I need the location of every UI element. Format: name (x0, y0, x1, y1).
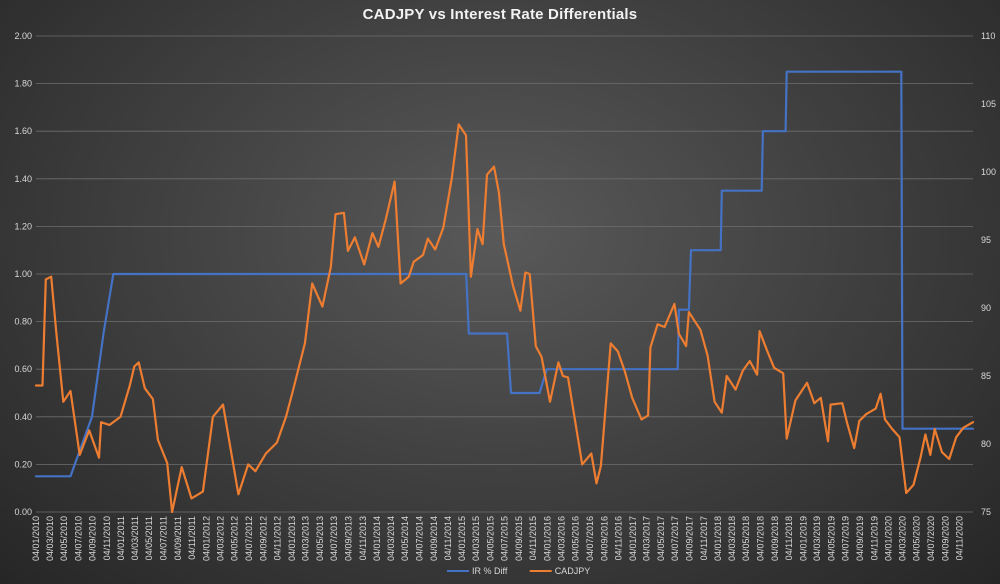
y-left-tick-label: 2.00 (14, 31, 32, 41)
x-tick-label: 04/03/2012 (215, 516, 225, 561)
y-left-tick-label: 0.40 (14, 412, 32, 422)
x-tick-label: 04/09/2014 (429, 516, 439, 561)
y-right-tick-label: 105 (981, 99, 996, 109)
x-tick-label: 04/05/2015 (485, 516, 495, 561)
x-tick-label: 04/01/2018 (713, 516, 723, 561)
x-tick-label: 04/01/2011 (116, 516, 126, 560)
y-left-tick-label: 0.20 (14, 459, 32, 469)
y-left-tick-label: 1.80 (14, 79, 32, 89)
x-tick-label: 04/01/2013 (287, 516, 297, 561)
x-tick-label: 04/09/2019 (855, 516, 865, 561)
x-tick-label: 04/11/2016 (614, 516, 624, 560)
x-tick-label: 04/09/2012 (258, 516, 268, 561)
x-tick-label: 04/07/2017 (670, 516, 680, 561)
x-tick-label: 04/03/2015 (471, 516, 481, 561)
x-tick-label: 04/01/2016 (542, 516, 552, 561)
x-tick-label: 04/07/2015 (500, 516, 510, 561)
x-tick-label: 04/03/2013 (301, 516, 311, 561)
x-tick-label: 04/11/2012 (273, 516, 283, 560)
x-tick-label: 04/01/2010 (31, 516, 41, 561)
y-left-tick-label: 1.20 (14, 221, 32, 231)
legend-label-ir-diff: IR % Diff (472, 566, 508, 576)
x-tick-label: 04/05/2017 (656, 516, 666, 561)
y-left-tick-label: 0.00 (14, 507, 32, 517)
x-tick-label: 04/09/2016 (599, 516, 609, 561)
x-tick-label: 04/01/2014 (372, 516, 382, 561)
y-left-tick-label: 1.60 (14, 126, 32, 136)
x-tick-label: 04/07/2014 (414, 516, 424, 561)
x-tick-label: 04/07/2013 (329, 516, 339, 561)
x-tick-label: 04/11/2011 (187, 516, 197, 560)
x-tick-label: 04/05/2018 (741, 516, 751, 561)
x-tick-label: 04/03/2017 (642, 516, 652, 561)
x-tick-label: 04/09/2017 (685, 516, 695, 561)
series-line-ir-diff (34, 70, 975, 478)
y-left-tick-label: 1.00 (14, 269, 32, 279)
x-tick-label: 04/11/2015 (528, 516, 538, 560)
x-tick-label: 04/05/2016 (571, 516, 581, 561)
series-line-cadjpy (34, 123, 975, 514)
x-tick-label: 04/03/2016 (556, 516, 566, 561)
x-tick-label: 04/09/2010 (88, 516, 98, 561)
x-tick-label: 04/11/2020 (955, 516, 965, 560)
y-right-tick-label: 75 (981, 507, 991, 517)
x-tick-label: 04/07/2018 (755, 516, 765, 561)
x-tick-label: 04/11/2010 (102, 516, 112, 560)
x-tick-label: 04/11/2019 (869, 516, 879, 560)
legend-label-cadjpy: CADJPY (555, 566, 591, 576)
x-tick-label: 04/01/2012 (201, 516, 211, 561)
x-tick-label: 04/07/2020 (926, 516, 936, 561)
x-tick-label: 04/01/2019 (798, 516, 808, 561)
x-tick-label: 04/09/2018 (770, 516, 780, 561)
x-tick-label: 04/11/2017 (699, 516, 709, 560)
x-tick-label: 04/07/2016 (585, 516, 595, 561)
x-tick-label: 04/09/2013 (344, 516, 354, 561)
y-left-tick-label: 1.40 (14, 174, 32, 184)
x-tick-label: 04/03/2010 (45, 516, 55, 561)
x-tick-label: 04/09/2015 (514, 516, 524, 561)
y-left-tick-label: 0.60 (14, 364, 32, 374)
x-tick-label: 04/03/2019 (812, 516, 822, 561)
x-tick-label: 04/05/2014 (400, 516, 410, 561)
x-tick-label: 04/01/2017 (628, 516, 638, 561)
y-right-tick-label: 85 (981, 371, 991, 381)
x-tick-label: 04/03/2020 (898, 516, 908, 561)
y-right-tick-label: 95 (981, 235, 991, 245)
x-tick-label: 04/01/2020 (883, 516, 893, 561)
x-tick-label: 04/07/2012 (244, 516, 254, 561)
x-tick-label: 04/11/2013 (358, 516, 368, 560)
x-tick-label: 04/03/2018 (727, 516, 737, 561)
x-tick-label: 04/01/2015 (457, 516, 467, 561)
x-tick-label: 04/07/2011 (158, 516, 168, 560)
x-tick-label: 04/07/2019 (841, 516, 851, 561)
x-tick-label: 04/11/2014 (443, 516, 453, 560)
x-tick-label: 04/09/2020 (940, 516, 950, 561)
x-tick-label: 04/05/2013 (315, 516, 325, 561)
x-tick-label: 04/11/2018 (784, 516, 794, 560)
x-tick-label: 04/07/2010 (73, 516, 83, 561)
y-right-tick-label: 80 (981, 439, 991, 449)
x-tick-label: 04/09/2011 (173, 516, 183, 560)
x-tick-label: 04/05/2011 (144, 516, 154, 560)
y-right-tick-label: 110 (981, 31, 995, 41)
x-tick-label: 04/05/2019 (826, 516, 836, 561)
y-right-tick-label: 90 (981, 303, 991, 313)
x-tick-label: 04/05/2010 (59, 516, 69, 561)
y-right-tick-label: 100 (981, 167, 996, 177)
chart-title: CADJPY vs Interest Rate Differentials (362, 6, 638, 23)
x-tick-label: 04/03/2014 (386, 516, 396, 561)
x-tick-label: 04/03/2011 (130, 516, 140, 560)
x-tick-label: 04/05/2012 (230, 516, 240, 561)
y-left-tick-label: 0.80 (14, 317, 32, 327)
x-tick-label: 04/05/2020 (912, 516, 922, 561)
